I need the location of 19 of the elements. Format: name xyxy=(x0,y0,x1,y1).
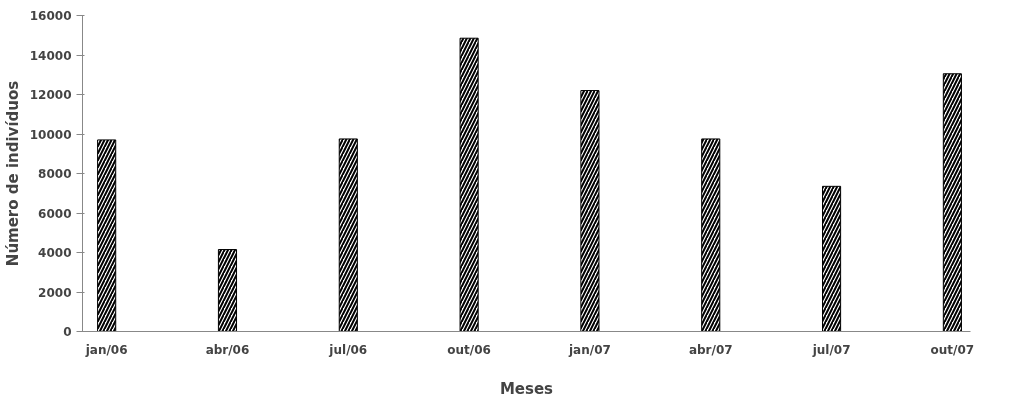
x-axis-title: Meses xyxy=(499,379,554,398)
y-tick-label: 12000 xyxy=(29,88,72,102)
y-tick-label: 8000 xyxy=(38,167,72,181)
y-tick-label: 14000 xyxy=(29,48,72,63)
x-tick-label: abr/06 xyxy=(205,342,250,357)
y-tick-label: 10000 xyxy=(29,127,72,142)
y-axis-title: Número de indivíduos xyxy=(3,80,22,267)
y-tick-label: 0 xyxy=(63,325,72,339)
y-tick-label: 4000 xyxy=(38,246,72,260)
x-tick-label: abr/07 xyxy=(688,342,733,357)
y-tick-label: 16000 xyxy=(29,9,72,23)
x-tick-label: jan/06 xyxy=(84,342,128,357)
x-tick-label: jul/06 xyxy=(328,342,368,357)
x-tick-label: out/07 xyxy=(930,342,975,357)
x-tick-label: out/06 xyxy=(447,342,491,357)
y-tick-label: 2000 xyxy=(38,285,72,300)
x-tick-label: jul/07 xyxy=(811,342,851,357)
x-tick-label: jan/07 xyxy=(568,342,611,357)
y-tick-label: 6000 xyxy=(38,206,72,221)
